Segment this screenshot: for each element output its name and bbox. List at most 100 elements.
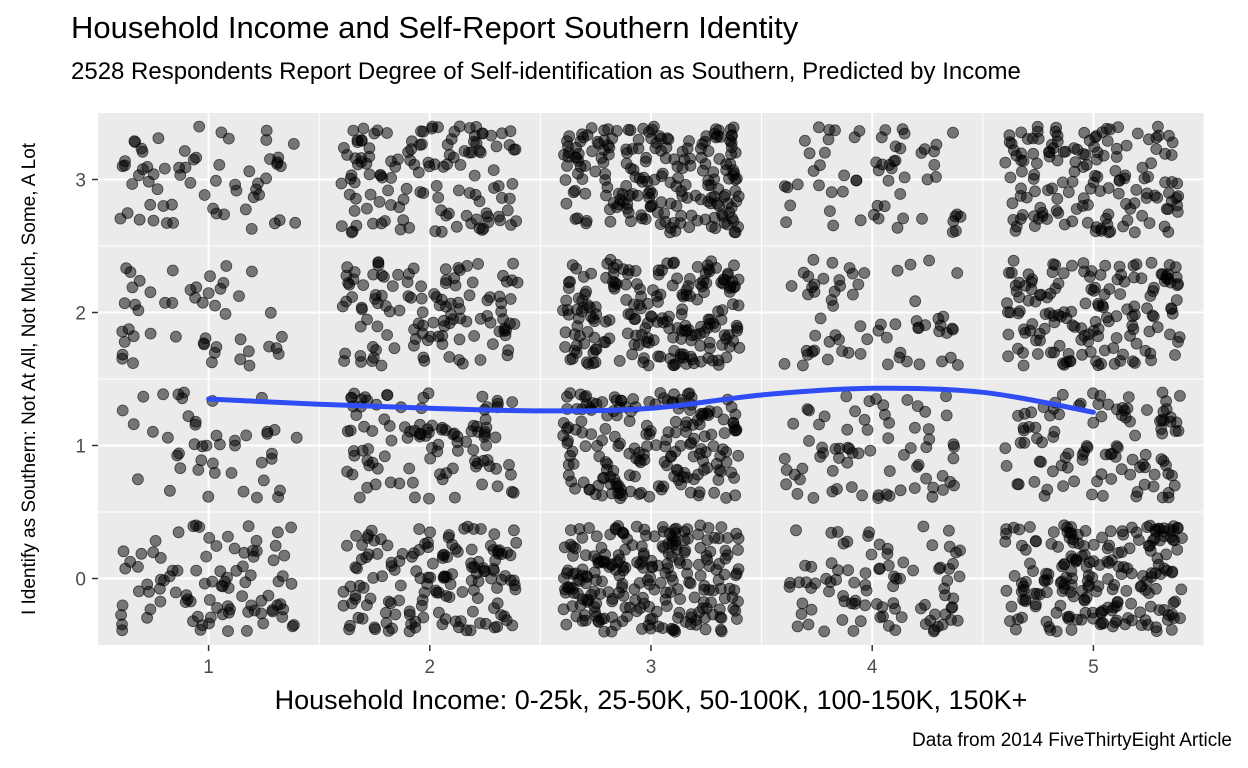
data-point (727, 215, 740, 228)
data-point (1004, 171, 1017, 184)
data-point (680, 416, 693, 429)
data-point (897, 212, 909, 225)
data-point (841, 423, 854, 436)
data-point (943, 540, 956, 553)
data-point (365, 524, 378, 537)
data-point (422, 536, 434, 549)
data-point (1171, 205, 1184, 218)
data-point (1122, 391, 1135, 404)
data-point (715, 612, 728, 624)
data-point (826, 485, 839, 498)
data-point (237, 485, 250, 498)
data-point (388, 342, 401, 355)
data-point (928, 158, 941, 171)
data-point (1044, 624, 1057, 636)
data-point (1087, 416, 1100, 429)
data-point (1056, 176, 1069, 189)
data-point (222, 625, 234, 637)
data-point (403, 462, 416, 475)
data-point (189, 291, 202, 304)
data-point (233, 290, 245, 303)
data-point (675, 348, 687, 361)
data-point (943, 524, 955, 537)
data-point (662, 562, 674, 575)
data-point (257, 617, 270, 630)
data-point (1029, 600, 1042, 613)
data-point (460, 315, 473, 328)
data-point (1095, 617, 1108, 629)
data-point (1096, 531, 1108, 544)
data-point (564, 275, 576, 288)
data-point (1095, 357, 1107, 370)
data-point (230, 184, 243, 197)
data-point (720, 351, 733, 364)
data-point (1020, 576, 1032, 588)
data-point (850, 174, 863, 187)
data-point (698, 430, 711, 443)
data-point (214, 565, 227, 578)
data-point (476, 478, 489, 491)
data-point (1088, 140, 1100, 153)
data-point (1065, 305, 1078, 318)
data-point (829, 442, 842, 455)
data-point (1127, 259, 1140, 272)
data-point (872, 492, 885, 505)
data-point (255, 607, 268, 620)
data-point (157, 200, 170, 212)
data-point (673, 606, 686, 619)
data-point (608, 391, 621, 404)
data-point (1160, 548, 1172, 561)
data-point (926, 539, 939, 552)
data-point (596, 396, 609, 408)
data-point (719, 188, 732, 201)
data-point (454, 158, 467, 171)
data-point (1167, 597, 1180, 609)
data-point (285, 577, 298, 590)
data-point (868, 208, 880, 221)
data-point (510, 536, 523, 549)
data-point (1014, 213, 1027, 225)
data-point (1021, 133, 1034, 145)
data-point (576, 128, 588, 141)
data-point (1066, 319, 1079, 332)
data-point (951, 208, 963, 221)
data-point (1112, 187, 1125, 200)
data-point (679, 178, 692, 191)
data-point (1029, 535, 1042, 547)
data-point (468, 169, 481, 182)
data-point (1080, 440, 1093, 452)
data-point (724, 157, 737, 170)
data-point (240, 429, 253, 442)
data-point (242, 345, 255, 358)
data-point (731, 324, 743, 337)
data-point (665, 450, 678, 462)
data-point (807, 491, 820, 504)
data-point (863, 526, 875, 539)
data-point (243, 359, 256, 372)
data-point (349, 590, 362, 602)
data-point (1160, 403, 1173, 416)
data-point (417, 351, 430, 364)
data-point (132, 169, 145, 182)
data-point (489, 431, 502, 444)
data-point (271, 156, 284, 169)
data-point (1012, 307, 1025, 320)
data-point (616, 526, 629, 539)
data-point (1144, 539, 1156, 552)
data-point (206, 575, 219, 588)
data-point (405, 135, 418, 148)
data-point (817, 272, 830, 285)
data-point (174, 462, 187, 475)
data-point (458, 145, 471, 157)
data-point (152, 132, 165, 145)
data-point (803, 404, 815, 417)
data-point (1117, 528, 1130, 541)
data-point (635, 209, 648, 222)
data-point (854, 214, 867, 227)
data-point (274, 598, 287, 610)
data-point (606, 593, 619, 605)
data-point (1064, 355, 1076, 368)
data-point (495, 297, 508, 310)
data-point (849, 405, 861, 418)
data-point (579, 614, 592, 627)
